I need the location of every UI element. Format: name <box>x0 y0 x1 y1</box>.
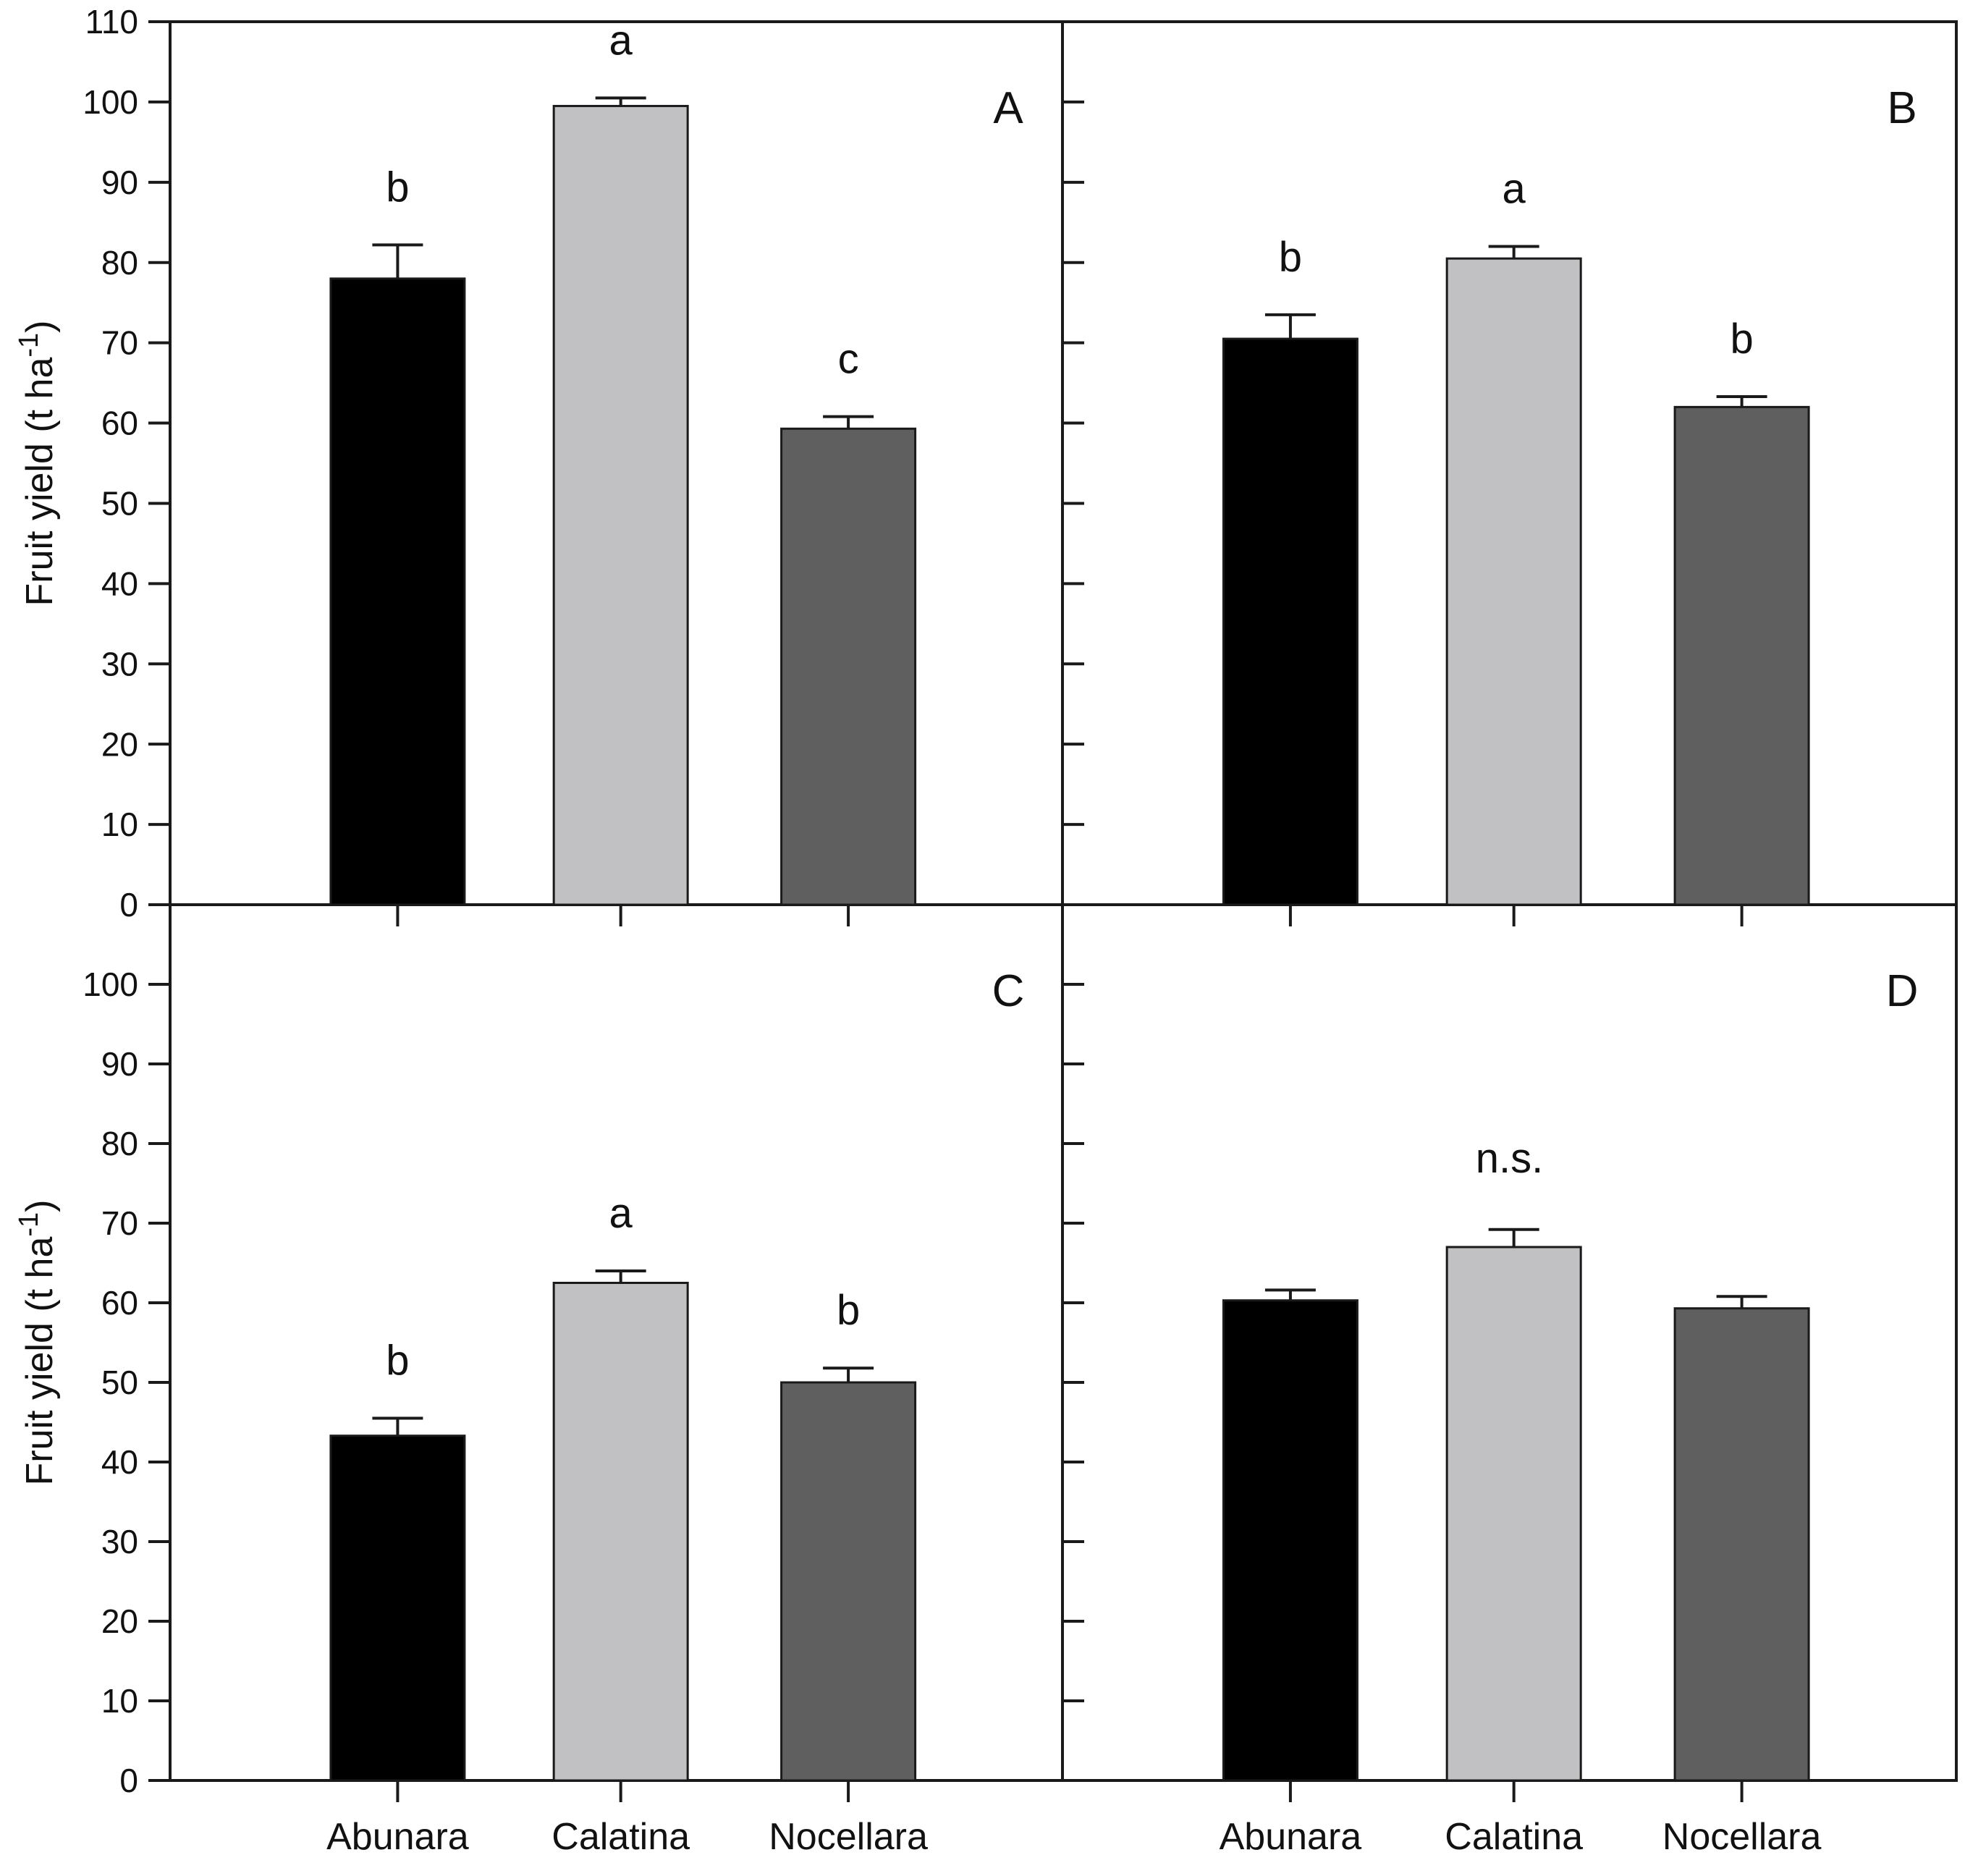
y-axis-title: Fruit yield (t ha-1) <box>14 1199 61 1485</box>
significance-letter: b <box>386 1338 409 1385</box>
significance-letter: b <box>1730 316 1753 363</box>
y-axis-tick-label: 0 <box>119 1762 138 1799</box>
bar-nocellara <box>1673 1307 1810 1782</box>
y-axis-tick-label: 60 <box>101 405 138 442</box>
y-axis-tick-label: 40 <box>101 1443 138 1481</box>
y-axis-tick-label: 90 <box>101 164 138 201</box>
category-label-calatina: Calatina <box>1445 1816 1583 1858</box>
bar-nocellara <box>780 1381 917 1782</box>
significance-letter: b <box>837 1287 860 1334</box>
category-label-nocellara: Nocellara <box>769 1816 928 1858</box>
category-label-abunara: Abunara <box>1220 1816 1362 1858</box>
significance-letter: c <box>838 336 859 383</box>
y-axis-tick-label: 50 <box>101 1364 138 1401</box>
y-axis-tick-label: 60 <box>101 1284 138 1322</box>
bar-abunara <box>1222 1299 1358 1782</box>
y-axis-tick-label: 40 <box>101 565 138 602</box>
y-axis-tick-label: 20 <box>101 725 138 763</box>
y-axis-tick-label: 110 <box>85 3 138 41</box>
y-axis-tick-label: 10 <box>101 1682 138 1720</box>
annotation-ns: n.s. <box>1476 1135 1544 1182</box>
category-label-calatina: Calatina <box>552 1816 690 1858</box>
y-axis-tick-label: 80 <box>101 244 138 282</box>
y-axis-tick-label: 30 <box>101 645 138 683</box>
bar-calatina <box>552 1282 689 1782</box>
bar-calatina <box>1445 257 1582 906</box>
bar-nocellara <box>780 427 917 906</box>
y-axis-title: Fruit yield (t ha-1) <box>14 320 61 606</box>
y-axis-tick-label: 70 <box>101 1204 138 1242</box>
y-axis-tick-label: 100 <box>83 966 138 1003</box>
category-label-abunara: Abunara <box>326 1816 469 1858</box>
y-axis-tick-label: 70 <box>101 324 138 362</box>
y-axis-tick-label: 90 <box>101 1045 138 1083</box>
significance-letter: a <box>1503 166 1526 213</box>
bar-calatina <box>1445 1246 1582 1782</box>
significance-letter: b <box>1279 234 1302 281</box>
y-axis-tick-label: 80 <box>101 1125 138 1162</box>
y-axis-tick-label: 0 <box>119 886 138 924</box>
bar-nocellara <box>1673 405 1810 906</box>
y-axis-tick-label: 10 <box>101 806 138 843</box>
bar-abunara <box>329 1435 466 1782</box>
significance-letter: b <box>386 164 409 211</box>
y-axis-tick-label: 20 <box>101 1602 138 1640</box>
panel-letter-c: C <box>992 966 1025 1016</box>
y-axis-tick-label: 100 <box>83 83 138 121</box>
bar-abunara <box>1222 337 1358 906</box>
bar-calatina <box>552 104 689 906</box>
bar-abunara <box>329 277 466 906</box>
panel-letter-b: B <box>1887 83 1917 133</box>
y-axis-tick-label: 50 <box>101 485 138 523</box>
significance-letter: a <box>609 17 633 64</box>
panel-letter-a: A <box>993 83 1023 133</box>
category-label-nocellara: Nocellara <box>1662 1816 1822 1858</box>
significance-letter: a <box>609 1190 633 1237</box>
y-axis-tick-label: 30 <box>101 1523 138 1560</box>
panel-letter-d: D <box>1886 966 1919 1016</box>
